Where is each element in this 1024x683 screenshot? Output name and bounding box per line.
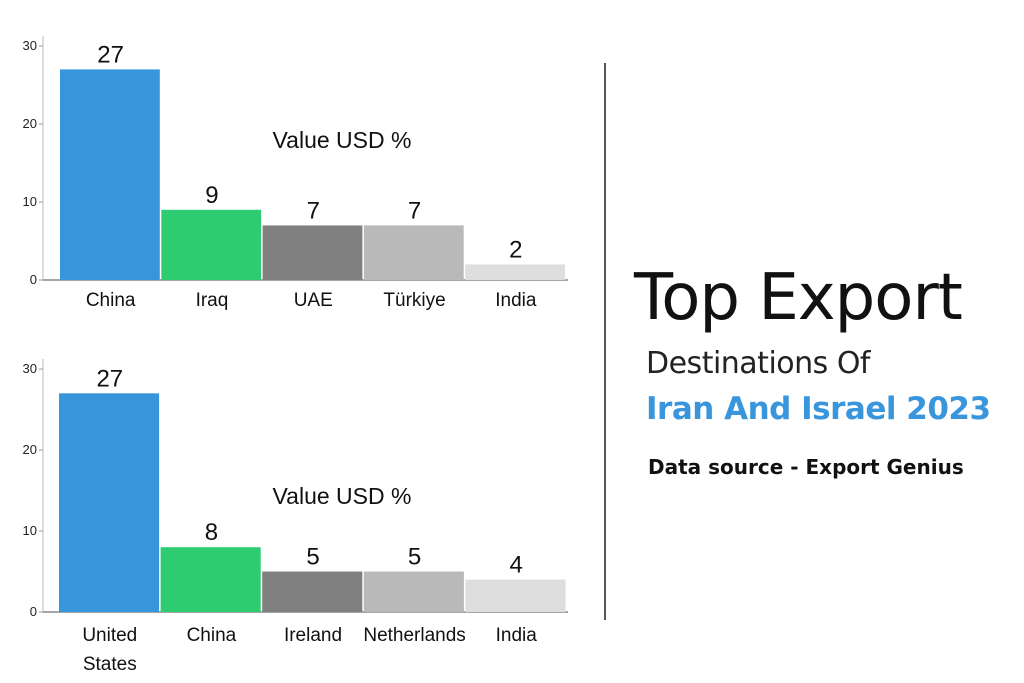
data-label: 7 <box>307 197 320 224</box>
y-tick-label: 20 <box>23 116 37 131</box>
category-label: Iraq <box>196 290 229 311</box>
iran-export-chart: 0 10 20 30 27 China 9 Iraq 7 UAE 7 Türkiye 2 India Val… <box>23 36 568 311</box>
data-label: 27 <box>97 41 124 68</box>
bar-1 <box>161 209 262 280</box>
bar-0 <box>60 69 160 281</box>
data-label: 8 <box>205 519 218 546</box>
category-label: Ireland <box>284 625 342 646</box>
data-source: Data source - Export Genius <box>648 455 964 479</box>
data-label: 7 <box>408 197 421 224</box>
data-label: 5 <box>306 544 319 571</box>
y-tick-label: 30 <box>23 361 37 376</box>
panel-subtitle: Destinations Of <box>646 346 871 381</box>
y-tick-label: 10 <box>23 194 37 209</box>
israel-export-chart: 0 10 20 30 27 United States 8 China 5 Ireland 5 Neth… <box>23 359 568 675</box>
category-label: United <box>82 625 137 646</box>
category-label: Türkiye <box>383 290 445 311</box>
chart-title: Value USD % <box>273 483 412 509</box>
bar-0 <box>59 393 160 612</box>
panel-highlight: Iran And Israel 2023 <box>646 391 991 427</box>
chart-title: Value USD % <box>273 127 412 153</box>
data-label: 2 <box>509 236 522 263</box>
category-label: States <box>83 654 137 675</box>
bar-2 <box>262 225 363 280</box>
category-label: UAE <box>294 290 333 311</box>
y-tick-label: 0 <box>30 272 37 287</box>
category-label: China <box>86 290 136 311</box>
divider-line <box>604 63 606 620</box>
bar-3 <box>363 225 464 280</box>
y-tick-label: 0 <box>30 604 37 619</box>
category-label: India <box>496 625 538 646</box>
data-label: 5 <box>408 544 421 571</box>
category-label: Netherlands <box>363 625 465 646</box>
category-label: China <box>187 625 237 646</box>
data-label: 27 <box>96 365 123 392</box>
data-label: 9 <box>205 182 218 209</box>
charts-area: 0 10 20 30 27 China 9 Iraq 7 UAE 7 Türkiye 2 India Val… <box>23 36 568 675</box>
panel-title: Top Export <box>634 261 963 335</box>
bar-4 <box>465 264 565 280</box>
bar-2 <box>262 571 363 612</box>
y-tick-label: 30 <box>23 38 37 53</box>
bar-3 <box>363 571 464 612</box>
bar-4 <box>465 579 566 612</box>
data-label: 4 <box>510 552 523 579</box>
category-label: India <box>495 290 537 311</box>
y-tick-label: 10 <box>23 523 37 538</box>
bar-1 <box>160 547 261 612</box>
y-tick-label: 20 <box>23 442 37 457</box>
